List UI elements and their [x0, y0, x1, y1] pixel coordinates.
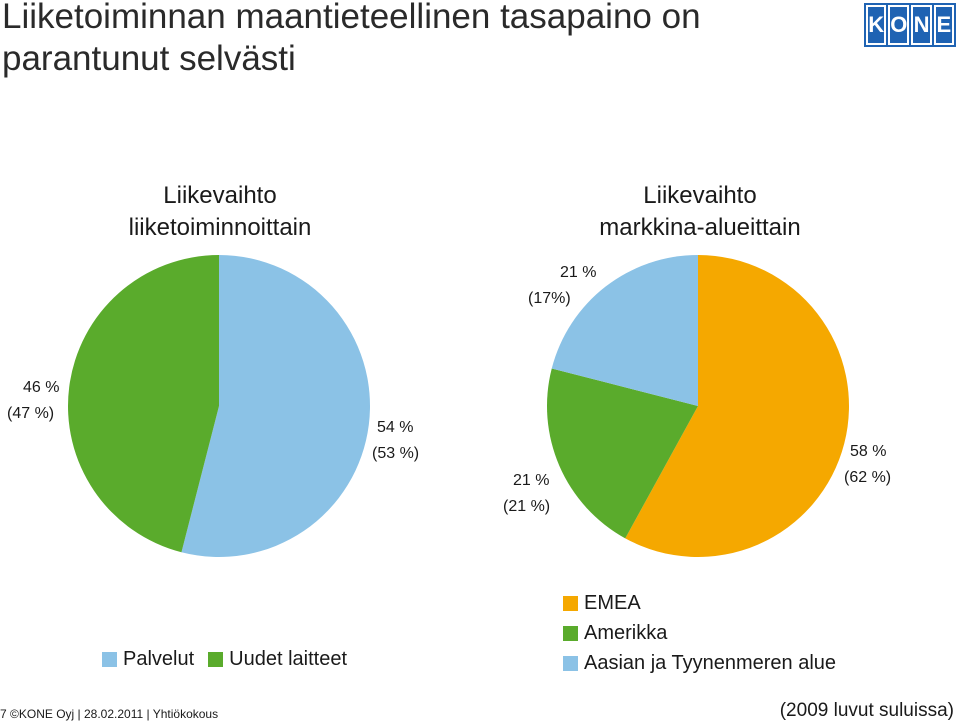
- slide-title-line2: parantunut selvästi: [2, 39, 296, 78]
- chart-title-market: Liikevaihto markkina-alueittain: [560, 180, 840, 244]
- slice-prev-label: (47 %): [7, 405, 54, 422]
- footer-note: (2009 luvut suluissa): [779, 700, 954, 721]
- slice-prev-label: (21 %): [503, 498, 550, 515]
- market-slice-amerikka: [547, 368, 698, 539]
- legend-label: Palvelut: [123, 648, 195, 670]
- slice-prev-label: (53 %): [372, 445, 419, 462]
- pie-chart-business: [68, 255, 371, 557]
- logo-letter: K: [866, 5, 887, 45]
- legend-label: Amerikka: [584, 622, 668, 644]
- slice-value-label: 54 %: [377, 419, 413, 436]
- slice-value-label: 21 %: [560, 264, 596, 281]
- legend-label: Aasian ja Tyynenmeren alue: [584, 652, 837, 674]
- legend-swatch: [208, 652, 224, 667]
- market-slice-emea: [625, 255, 849, 558]
- chart-title-business: Liikevaihto liiketoiminnoittain: [90, 180, 350, 244]
- slide-title-line1: Liiketoiminnan maantieteellinen tasapain…: [2, 0, 701, 36]
- legend-swatch: [102, 652, 117, 667]
- legend-label: Uudet laitteet: [229, 648, 348, 670]
- kone-logo: K O N E: [864, 3, 956, 47]
- legend-label: EMEA: [584, 592, 641, 614]
- legend-item-aasia: Aasian ja Tyynenmeren alue: [563, 648, 836, 678]
- market-slice-aasian-ja-tyynenmeren-alue: [551, 255, 698, 406]
- slice-prev-label: (62 %): [844, 469, 891, 486]
- legend-item-palvelut: Palvelut: [102, 648, 194, 671]
- business-slice-uudet-laitteet: [68, 255, 219, 553]
- slice-value-label: 46 %: [23, 379, 59, 396]
- slice-prev-label: (17%): [528, 290, 571, 307]
- logo-letter: E: [933, 5, 955, 45]
- pie-chart-market: [547, 255, 849, 558]
- logo-letter: O: [888, 5, 910, 45]
- legend-business: Palvelut Uudet laitteet: [102, 648, 347, 671]
- logo-letter: N: [911, 5, 932, 45]
- chart-title-market-line1: Liikevaihto: [643, 182, 757, 209]
- slice-labels: 54 % (53 %) 46 % (47 %) 58 % (62 %) 21 % (21 %)…: [7, 264, 891, 515]
- chart-title-business-line1: Liikevaihto: [163, 182, 277, 209]
- footer-info: 7 ©KONE Oyj | 28.02.2011 | Yhtiökokous: [0, 707, 219, 721]
- slide-title: Liiketoiminnan maantieteellinen tasapain…: [2, 0, 842, 80]
- business-slice-palvelut: [181, 255, 371, 557]
- slice-value-label: 58 %: [850, 443, 886, 460]
- legend-swatch: [563, 625, 578, 641]
- slice-value-label: 21 %: [513, 472, 549, 489]
- legend-market: EMEA Amerikka Aasian ja Tyynenmeren alue: [563, 588, 836, 678]
- legend-item-uudet-laitteet: Uudet laitteet: [208, 648, 347, 671]
- chart-title-market-line2: markkina-alueittain: [599, 214, 801, 241]
- legend-item-emea: EMEA: [563, 588, 836, 618]
- legend-swatch: [563, 595, 578, 611]
- chart-title-business-line2: liiketoiminnoittain: [128, 214, 312, 241]
- legend-swatch: [563, 655, 578, 671]
- legend-item-amerikka: Amerikka: [563, 618, 836, 648]
